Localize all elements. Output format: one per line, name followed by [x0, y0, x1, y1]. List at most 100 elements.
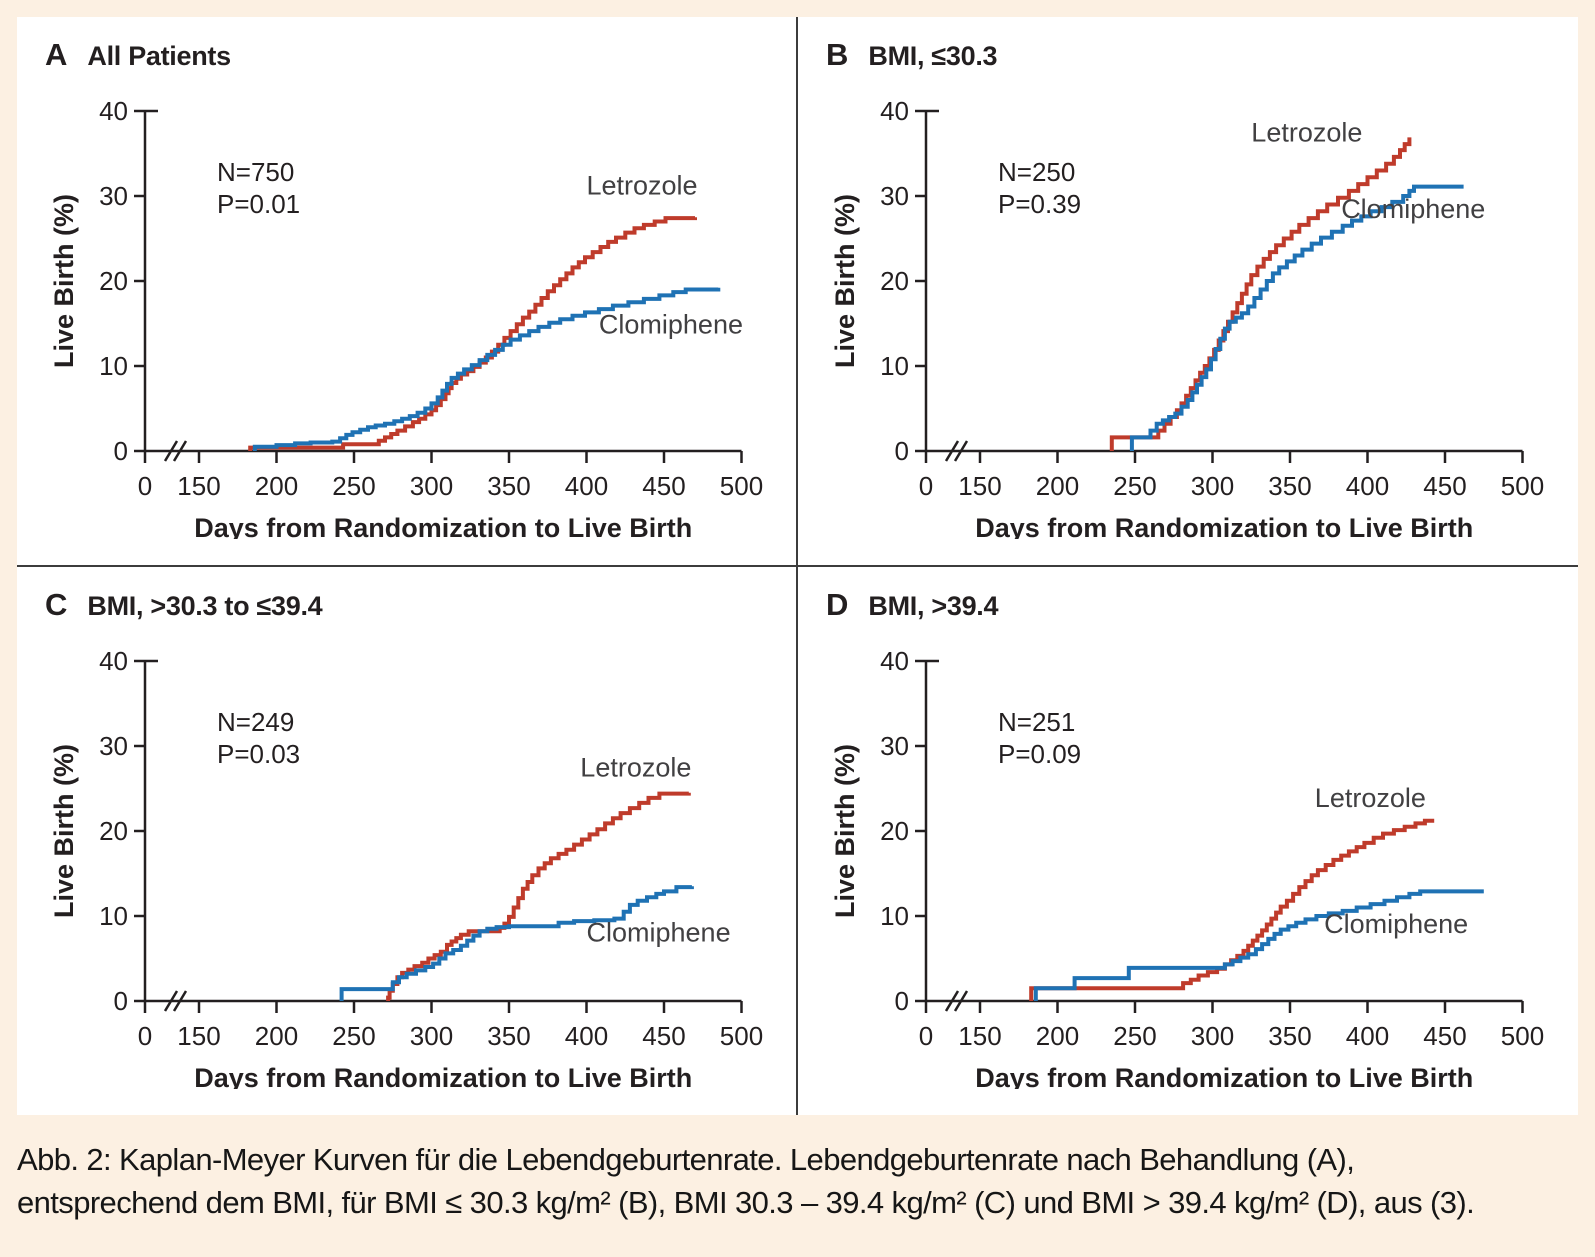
y-tick-label: 10 — [880, 351, 909, 381]
panel-d: D BMI, >39.4 0 10 20 30 40 0 150 200 250 300 350 400… — [798, 567, 1578, 1115]
letrozole-curve — [386, 791, 691, 1001]
n-count-label: N=250 — [998, 157, 1075, 187]
panel-c-title: BMI, >30.3 to ≤39.4 — [87, 591, 323, 621]
x-tick-label: 300 — [410, 1021, 453, 1051]
panel-a-letter: A — [45, 37, 68, 72]
kaplan-meier-figure: A All Patients 0 10 20 30 40 0 150 200 250 300 350 4… — [17, 17, 1578, 1115]
y-tick-label: 10 — [99, 901, 128, 931]
x-tick-label: 0 — [919, 471, 933, 501]
y-axis-title: Live Birth (%) — [830, 194, 860, 368]
p-value-label: P=0.09 — [998, 739, 1081, 769]
p-value-label: P=0.01 — [217, 189, 300, 219]
panel-d-letter: D — [826, 587, 849, 622]
panel-b-letter: B — [826, 37, 849, 72]
panel-c-letter: C — [45, 587, 68, 622]
y-tick-label: 40 — [880, 646, 909, 676]
y-tick-label: 30 — [99, 731, 128, 761]
letrozole-curve-label: Letrozole — [1315, 783, 1426, 813]
clomiphene-curve-label: Clomiphene — [1324, 909, 1468, 939]
x-axis-break-icon — [944, 990, 960, 1012]
y-tick-label: 0 — [114, 436, 128, 466]
x-tick-label: 450 — [642, 1021, 685, 1051]
clomiphene-curve — [1129, 184, 1464, 451]
p-value-label: P=0.39 — [998, 189, 1081, 219]
x-tick-label: 400 — [565, 471, 608, 501]
x-axis-break-icon — [953, 990, 969, 1012]
x-tick-label: 300 — [1191, 471, 1234, 501]
y-tick-label: 0 — [895, 436, 909, 466]
letrozole-curve-label: Letrozole — [1251, 118, 1362, 148]
x-tick-label: 200 — [1036, 1021, 1079, 1051]
x-axis-title: Days from Randomization to Live Birth — [975, 1063, 1473, 1089]
x-tick-label: 150 — [177, 1021, 220, 1051]
x-tick-label: 200 — [1036, 471, 1079, 501]
x-tick-label: 250 — [332, 1021, 375, 1051]
y-tick-label: 10 — [880, 901, 909, 931]
x-tick-label: 450 — [1423, 1021, 1466, 1051]
n-count-label: N=249 — [217, 707, 294, 737]
clomiphene-curve-label: Clomiphene — [599, 310, 743, 340]
x-tick-label: 0 — [919, 1021, 933, 1051]
x-tick-label: 400 — [1346, 471, 1389, 501]
x-axis-title: Days from Randomization to Live Birth — [194, 513, 692, 539]
x-tick-label: 200 — [255, 471, 298, 501]
y-tick-label: 20 — [99, 266, 128, 296]
x-axis-break-icon — [172, 990, 188, 1012]
caption-line-2: entsprechend dem BMI, für BMI ≤ 30.3 kg/… — [17, 1185, 1475, 1220]
panel-b-title: BMI, ≤30.3 — [868, 41, 998, 71]
x-tick-label: 150 — [177, 471, 220, 501]
x-tick-label: 300 — [410, 471, 453, 501]
x-tick-label: 200 — [255, 1021, 298, 1051]
x-tick-label: 350 — [487, 471, 530, 501]
n-count-label: N=750 — [217, 157, 294, 187]
y-tick-label: 30 — [880, 731, 909, 761]
panel-a-header: A All Patients — [45, 37, 231, 73]
y-axis-title: Live Birth (%) — [830, 744, 860, 918]
panel-a-title: All Patients — [87, 41, 231, 71]
x-tick-label: 450 — [642, 471, 685, 501]
clomiphene-curve-label: Clomiphene — [587, 918, 731, 948]
y-tick-label: 20 — [880, 266, 909, 296]
y-tick-label: 40 — [99, 646, 128, 676]
y-axis-title: Live Birth (%) — [49, 744, 79, 918]
x-tick-label: 0 — [138, 1021, 152, 1051]
x-axis-break-icon — [172, 440, 188, 462]
panel-b-header: B BMI, ≤30.3 — [826, 37, 998, 73]
x-tick-label: 300 — [1191, 1021, 1234, 1051]
clomiphene-curve — [339, 885, 694, 1001]
y-tick-label: 20 — [99, 816, 128, 846]
x-axis-break-icon — [953, 440, 969, 462]
x-tick-label: 500 — [720, 1021, 763, 1051]
panel-b: B BMI, ≤30.3 0 10 20 30 40 0 150 200 250 300 350 400… — [798, 17, 1578, 565]
x-tick-label: 500 — [1501, 1021, 1544, 1051]
x-tick-label: 150 — [958, 1021, 1001, 1051]
x-tick-label: 250 — [1113, 471, 1156, 501]
caption-line-1: Abb. 2: Kaplan-Meyer Kurven für die Lebe… — [17, 1142, 1355, 1177]
y-axis-title: Live Birth (%) — [49, 194, 79, 368]
x-tick-label: 450 — [1423, 471, 1466, 501]
x-tick-label: 250 — [332, 471, 375, 501]
x-tick-label: 250 — [1113, 1021, 1156, 1051]
x-axis-break-icon — [163, 990, 179, 1012]
x-axis-break-icon — [944, 440, 960, 462]
panel-d-header: D BMI, >39.4 — [826, 587, 999, 623]
panel-divider-horizontal — [17, 565, 1578, 567]
panel-c-header: C BMI, >30.3 to ≤39.4 — [45, 587, 323, 623]
x-axis-break-icon — [163, 440, 179, 462]
y-tick-label: 30 — [880, 181, 909, 211]
figure-caption: Abb. 2: Kaplan-Meyer Kurven für die Lebe… — [17, 1138, 1578, 1224]
y-tick-label: 40 — [880, 96, 909, 126]
y-tick-label: 0 — [114, 986, 128, 1016]
x-axis-title: Days from Randomization to Live Birth — [975, 513, 1473, 539]
p-value-label: P=0.03 — [217, 739, 300, 769]
clomiphene-curve-label: Clomiphene — [1341, 194, 1485, 224]
x-tick-label: 350 — [487, 1021, 530, 1051]
x-tick-label: 400 — [1346, 1021, 1389, 1051]
x-tick-label: 150 — [958, 471, 1001, 501]
x-tick-label: 0 — [138, 471, 152, 501]
x-tick-label: 350 — [1268, 1021, 1311, 1051]
x-tick-label: 500 — [1501, 471, 1544, 501]
clomiphene-curve — [1033, 889, 1484, 1001]
